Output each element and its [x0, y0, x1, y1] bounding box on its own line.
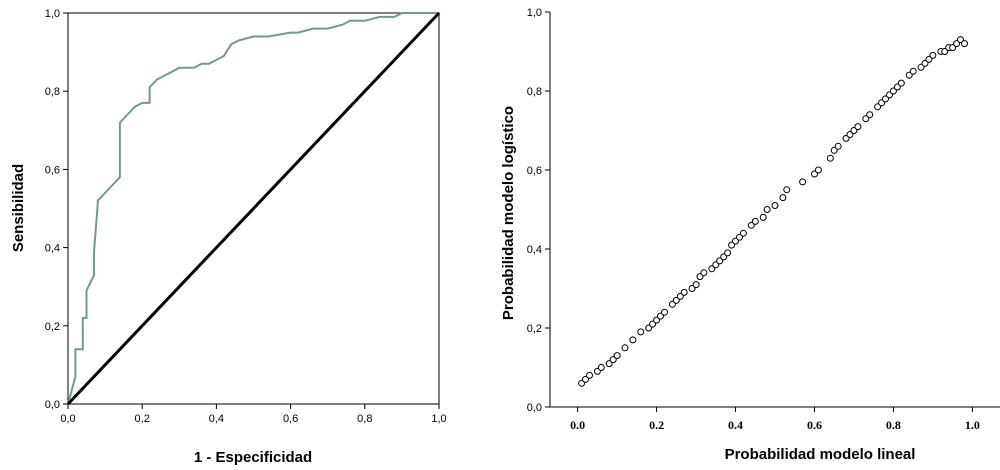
scatter-point [700, 269, 708, 277]
scatter-points-group [578, 36, 968, 387]
scatter-point [716, 257, 724, 265]
scatter-point [629, 336, 637, 344]
roc-x-tick-label: 0,0 [60, 413, 75, 425]
scatter-y-tick-label: 0,4 [527, 244, 542, 256]
scatter-point [882, 95, 889, 103]
scatter-point [783, 186, 791, 194]
scatter-point [874, 103, 882, 111]
scatter-point [586, 371, 593, 379]
scatter-point [957, 36, 964, 44]
scatter-y-tick-label: 1,0 [527, 7, 542, 19]
scatter-y-tick-label: 0,2 [527, 323, 542, 335]
scatter-y-axis: 0,0 0,2 0,4 0,6 0,8 1,0 [527, 7, 550, 414]
scatter-point [925, 55, 933, 63]
scatter-point [799, 178, 807, 186]
scatter-point [826, 154, 834, 162]
roc-y-axis: 0,0 0,2 0,4 0,6 0,8 1,0 [45, 8, 68, 411]
scatter-x-tick-label: 1.0 [965, 418, 980, 432]
roc-x-axis-label: 1 - Especificidad [194, 449, 312, 466]
roc-x-tick-label: 0,6 [283, 413, 298, 425]
scatter-point [724, 249, 732, 257]
scatter-point [897, 79, 905, 87]
roc-series-group [66, 11, 441, 406]
scatter-point [613, 352, 621, 360]
roc-x-tick-label: 0,2 [135, 413, 150, 425]
scatter-chart: 0,0 0,2 0,4 0,6 0,8 1,0 0.0 0.2 0.4 0.6 0.8 1.0 Pr… [500, 7, 1000, 463]
scatter-y-tick-label: 0,8 [527, 86, 542, 98]
roc-x-tick-label: 1,0 [431, 413, 446, 425]
roc-y-tick-label: 1,0 [45, 8, 60, 20]
scatter-point [708, 265, 716, 273]
scatter-point [779, 194, 787, 202]
scatter-point [771, 202, 779, 209]
scatter-point [830, 146, 838, 154]
scatter-point [866, 111, 874, 119]
scatter-x-tick-label: 0.4 [728, 418, 743, 432]
scatter-point [661, 308, 668, 316]
roc-y-axis-label: Sensibilidad [10, 164, 27, 252]
scatter-point [739, 229, 747, 237]
scatter-point [909, 67, 917, 75]
roc-y-tick-label: 0,6 [45, 164, 60, 176]
scatter-y-axis-label: Probabilidad modelo logístico [500, 106, 517, 320]
scatter-point [621, 344, 629, 352]
scatter-x-axis-label: Probabilidad modelo lineal [725, 446, 916, 463]
scatter-point [605, 360, 613, 368]
scatter-point [949, 44, 957, 52]
roc-x-tick-label: 0,4 [209, 413, 224, 425]
roc-reference-line [66, 11, 441, 406]
scatter-point [961, 40, 968, 48]
scatter-point [929, 51, 937, 59]
scatter-x-axis: 0.0 0.2 0.4 0.6 0.8 1.0 [570, 407, 980, 432]
scatter-point [649, 320, 657, 328]
scatter-point [759, 213, 767, 221]
scatter-point [854, 123, 862, 131]
roc-y-tick-label: 0,2 [45, 321, 60, 333]
scatter-point [814, 166, 822, 174]
roc-y-tick-label: 0,4 [45, 243, 60, 255]
roc-x-tick-label: 0,8 [357, 413, 372, 425]
roc-x-axis: 0,0 0,2 0,4 0,6 0,8 1,0 [60, 404, 447, 425]
scatter-x-tick-label: 0.2 [649, 418, 664, 432]
scatter-point [597, 364, 605, 371]
scatter-point [672, 296, 680, 304]
scatter-x-tick-label: 0.6 [807, 418, 822, 432]
scatter-point [637, 328, 645, 336]
scatter-y-tick-label: 0,6 [527, 165, 542, 177]
roc-curve [67, 12, 439, 405]
scatter-y-tick-label: 0,0 [527, 402, 542, 414]
scatter-point [763, 206, 771, 213]
scatter-point [889, 87, 897, 95]
roc-y-tick-label: 0,0 [45, 399, 60, 411]
scatter-point [582, 375, 589, 383]
scatter-x-tick-label: 0.8 [886, 418, 901, 432]
scatter-point [692, 281, 700, 289]
scatter-point [834, 142, 842, 150]
scatter-point [751, 217, 759, 225]
scatter-x-tick-label: 0.0 [570, 418, 585, 432]
roc-chart: 0,0 0,2 0,4 0,6 0,8 1,0 0,0 0,2 0,4 0,6 0,8 1,0 1 … [10, 8, 447, 466]
roc-y-tick-label: 0,8 [45, 86, 60, 98]
scatter-point [680, 288, 688, 296]
